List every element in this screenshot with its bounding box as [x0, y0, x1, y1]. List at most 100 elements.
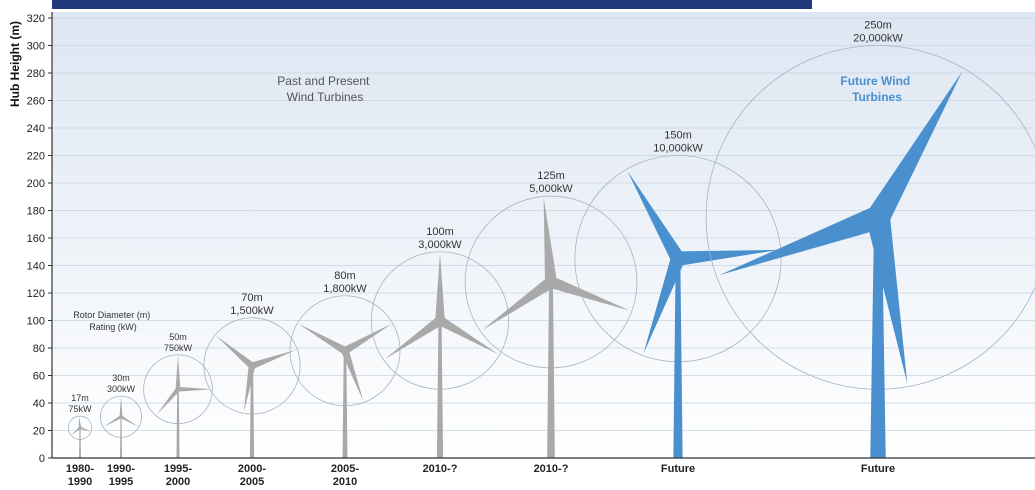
rotor-diameter-label: 150m — [664, 130, 692, 142]
y-axis: 0 20 40 60 80 100 120 140 160 180 200 220 240 260 280 3… — [27, 12, 53, 465]
tower — [547, 282, 555, 458]
blade — [867, 71, 963, 224]
title-bar — [52, 0, 812, 9]
rotor-diameter-label: 70m — [241, 292, 262, 304]
blade — [175, 355, 181, 390]
blade — [156, 387, 180, 416]
blade — [119, 396, 123, 417]
blade — [341, 349, 364, 402]
rating-label: 5,000kW — [529, 183, 573, 195]
rating-label: 750kW — [164, 343, 193, 353]
era-label: 1990- — [107, 463, 135, 475]
blade — [243, 365, 256, 413]
legend-key: Rotor Diameter (m) Rating (kW) — [73, 310, 153, 332]
blade — [677, 249, 779, 266]
blade — [71, 426, 81, 436]
rating-label: 10,000kW — [653, 143, 703, 155]
era-label: 1990 — [68, 476, 92, 488]
rating-label: 300kW — [107, 384, 136, 394]
future-line-2: Turbines — [852, 90, 902, 104]
blade — [178, 386, 212, 392]
hub — [175, 387, 181, 392]
blade — [103, 415, 122, 427]
blade — [482, 277, 555, 331]
era-label: 2010-? — [423, 463, 458, 475]
y-tick-label: 120 — [27, 288, 45, 300]
tower — [436, 320, 444, 458]
hub — [435, 316, 445, 325]
hub — [248, 362, 256, 369]
rotor-diameter-label: 100m — [426, 226, 454, 238]
y-tick-label: 220 — [27, 151, 45, 163]
hub — [78, 426, 82, 430]
blade — [627, 171, 685, 263]
blade — [384, 316, 443, 360]
turbines: 17m75kW30m300kW50m750kW70m1,500kW80m1,80… — [67, 20, 1035, 458]
past-present-label: Past and Present Wind Turbines — [277, 74, 372, 104]
era-label: Future — [661, 463, 695, 475]
future-label: Future Wind Turbines — [840, 74, 913, 104]
blade — [343, 323, 392, 355]
y-tick-label: 40 — [33, 398, 45, 410]
blade — [250, 349, 297, 370]
rating-label: 20,000kW — [853, 33, 903, 45]
rotor-diameter-label: 80m — [334, 270, 355, 282]
legend-key-line-1: Rotor Diameter (m) — [73, 310, 150, 320]
rotor-diameter-label: 50m — [169, 332, 187, 342]
y-tick-label: 240 — [27, 123, 45, 135]
rating-label: 75kW — [68, 404, 92, 414]
y-tick-label: 320 — [27, 13, 45, 25]
past-present-line-2: Wind Turbines — [287, 90, 364, 104]
blade — [866, 215, 908, 384]
blade — [78, 416, 82, 428]
y-tick-label: 280 — [27, 68, 45, 80]
era-label: 2005 — [240, 476, 264, 488]
y-tick-label: 60 — [33, 371, 45, 383]
blade — [215, 335, 255, 369]
blade — [643, 256, 685, 354]
tower — [673, 258, 683, 458]
blade — [437, 316, 499, 355]
rating-label: 1,500kW — [230, 305, 274, 317]
era-label: 1995- — [164, 463, 192, 475]
blade — [543, 198, 557, 283]
y-axis-label: Hub Height (m) — [8, 21, 22, 107]
blade — [548, 276, 631, 311]
era-label: 1995 — [109, 476, 133, 488]
blade — [435, 253, 445, 321]
hub — [671, 252, 685, 266]
y-tick-label: 200 — [27, 178, 45, 190]
y-tick-label: 260 — [27, 96, 45, 108]
y-tick-label: 80 — [33, 343, 45, 355]
blade — [120, 415, 139, 427]
tower — [249, 365, 255, 458]
rotor-diameter-label: 125m — [537, 170, 565, 182]
y-tick-label: 100 — [27, 316, 45, 328]
era-label: 2000- — [238, 463, 266, 475]
rotor-diameter-label: 17m — [71, 393, 89, 403]
hub — [119, 415, 123, 419]
blade — [298, 323, 347, 355]
past-present-line-1: Past and Present — [277, 74, 370, 88]
era-label: 2000 — [166, 476, 190, 488]
hub — [867, 206, 889, 229]
era-label: 2010-? — [534, 463, 569, 475]
y-tick-label: 160 — [27, 233, 45, 245]
era-label: 1980- — [66, 463, 94, 475]
y-tick-label: 180 — [27, 206, 45, 218]
rating-label: 3,000kW — [418, 239, 462, 251]
y-tick-label: 140 — [27, 261, 45, 273]
blade — [79, 426, 91, 432]
tower — [342, 350, 348, 458]
hub — [341, 347, 349, 355]
era-label: Future — [861, 463, 895, 475]
y-tick-label: 20 — [33, 426, 45, 438]
